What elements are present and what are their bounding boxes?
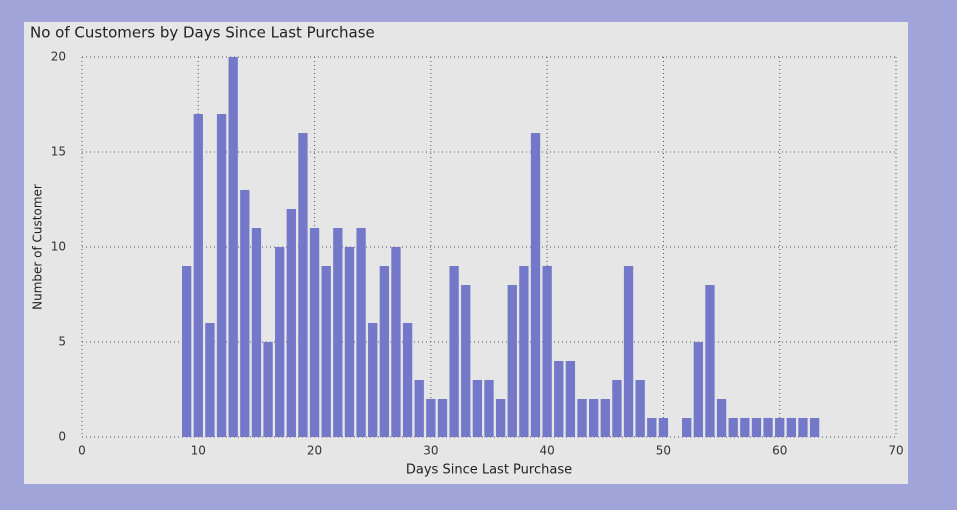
bar	[530, 133, 541, 437]
bar	[554, 361, 564, 437]
bar	[251, 228, 262, 437]
bar	[309, 228, 320, 437]
bar	[379, 266, 389, 437]
bar	[600, 399, 610, 437]
y-tick-label: 15	[51, 145, 66, 159]
y-tick-label: 10	[51, 240, 66, 254]
bar	[647, 418, 657, 437]
bar	[472, 380, 483, 437]
bar	[216, 114, 227, 437]
bar	[182, 266, 192, 437]
bar	[798, 418, 808, 437]
bar	[589, 399, 599, 437]
bar	[786, 418, 796, 437]
x-tick-label: 40	[540, 444, 555, 458]
bar	[740, 418, 750, 437]
bar	[763, 418, 773, 437]
bar	[228, 57, 238, 437]
bar	[716, 399, 727, 437]
bar	[356, 228, 366, 437]
bar	[484, 380, 494, 437]
bar	[635, 380, 645, 437]
bar	[402, 323, 413, 437]
bar	[344, 247, 355, 437]
bar	[286, 209, 296, 437]
bar	[426, 399, 436, 437]
bar	[705, 285, 715, 437]
bar	[437, 399, 448, 437]
bar	[612, 380, 622, 437]
bar	[449, 266, 459, 437]
bar	[240, 190, 250, 437]
bar	[809, 418, 820, 437]
bar	[391, 247, 401, 437]
bar	[321, 266, 331, 437]
bar	[775, 418, 785, 437]
bar	[577, 399, 587, 437]
bar	[693, 342, 703, 437]
bar	[495, 399, 506, 437]
bar	[193, 114, 203, 437]
y-tick-label: 20	[51, 50, 66, 64]
bar	[565, 361, 576, 437]
chart-title: No of Customers by Days Since Last Purch…	[30, 24, 375, 42]
y-axis-label: Number of Customer	[31, 184, 45, 310]
bar	[414, 380, 424, 437]
bar	[461, 285, 471, 437]
bar	[275, 247, 285, 437]
x-tick-label: 10	[191, 444, 206, 458]
bar	[751, 418, 762, 437]
x-tick-label: 0	[78, 444, 86, 458]
bar	[205, 323, 215, 437]
bar	[542, 266, 552, 437]
bar	[298, 133, 308, 437]
bar	[368, 323, 378, 437]
x-tick-label: 60	[772, 444, 787, 458]
y-tick-label: 5	[58, 335, 66, 349]
bar	[728, 418, 738, 437]
bar	[623, 266, 634, 437]
x-tick-label: 30	[423, 444, 438, 458]
bar	[263, 342, 273, 437]
x-tick-label: 70	[888, 444, 903, 458]
x-axis-label: Days Since Last Purchase	[406, 463, 572, 478]
x-tick-label: 50	[656, 444, 671, 458]
x-tick-label: 20	[307, 444, 322, 458]
bar	[682, 418, 692, 437]
bar	[507, 285, 517, 437]
bar	[519, 266, 529, 437]
y-tick-label: 0	[58, 430, 66, 444]
bar	[333, 228, 343, 437]
bar	[658, 418, 669, 437]
